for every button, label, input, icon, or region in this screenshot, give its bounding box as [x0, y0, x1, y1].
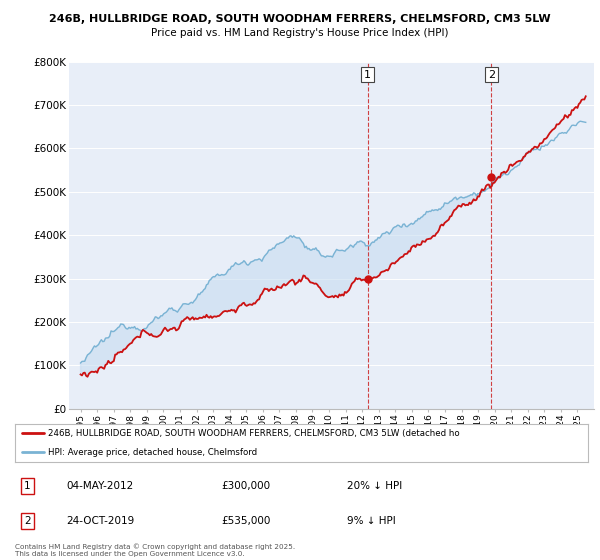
Text: 24-OCT-2019: 24-OCT-2019	[67, 516, 135, 526]
Text: HPI: Average price, detached house, Chelmsford: HPI: Average price, detached house, Chel…	[48, 447, 257, 456]
Text: 9% ↓ HPI: 9% ↓ HPI	[347, 516, 396, 526]
Text: 2: 2	[24, 516, 31, 526]
Text: 04-MAY-2012: 04-MAY-2012	[67, 481, 134, 491]
Text: £300,000: £300,000	[221, 481, 271, 491]
Text: 20% ↓ HPI: 20% ↓ HPI	[347, 481, 403, 491]
Text: 246B, HULLBRIDGE ROAD, SOUTH WOODHAM FERRERS, CHELMSFORD, CM3 5LW: 246B, HULLBRIDGE ROAD, SOUTH WOODHAM FER…	[49, 14, 551, 24]
Text: Price paid vs. HM Land Registry's House Price Index (HPI): Price paid vs. HM Land Registry's House …	[151, 28, 449, 38]
Text: 1: 1	[24, 481, 31, 491]
Text: Contains HM Land Registry data © Crown copyright and database right 2025.
This d: Contains HM Land Registry data © Crown c…	[15, 544, 295, 557]
Text: 1: 1	[364, 69, 371, 80]
Text: 246B, HULLBRIDGE ROAD, SOUTH WOODHAM FERRERS, CHELMSFORD, CM3 5LW (detached ho: 246B, HULLBRIDGE ROAD, SOUTH WOODHAM FER…	[48, 428, 460, 437]
Text: £535,000: £535,000	[221, 516, 271, 526]
Text: 2: 2	[488, 69, 495, 80]
